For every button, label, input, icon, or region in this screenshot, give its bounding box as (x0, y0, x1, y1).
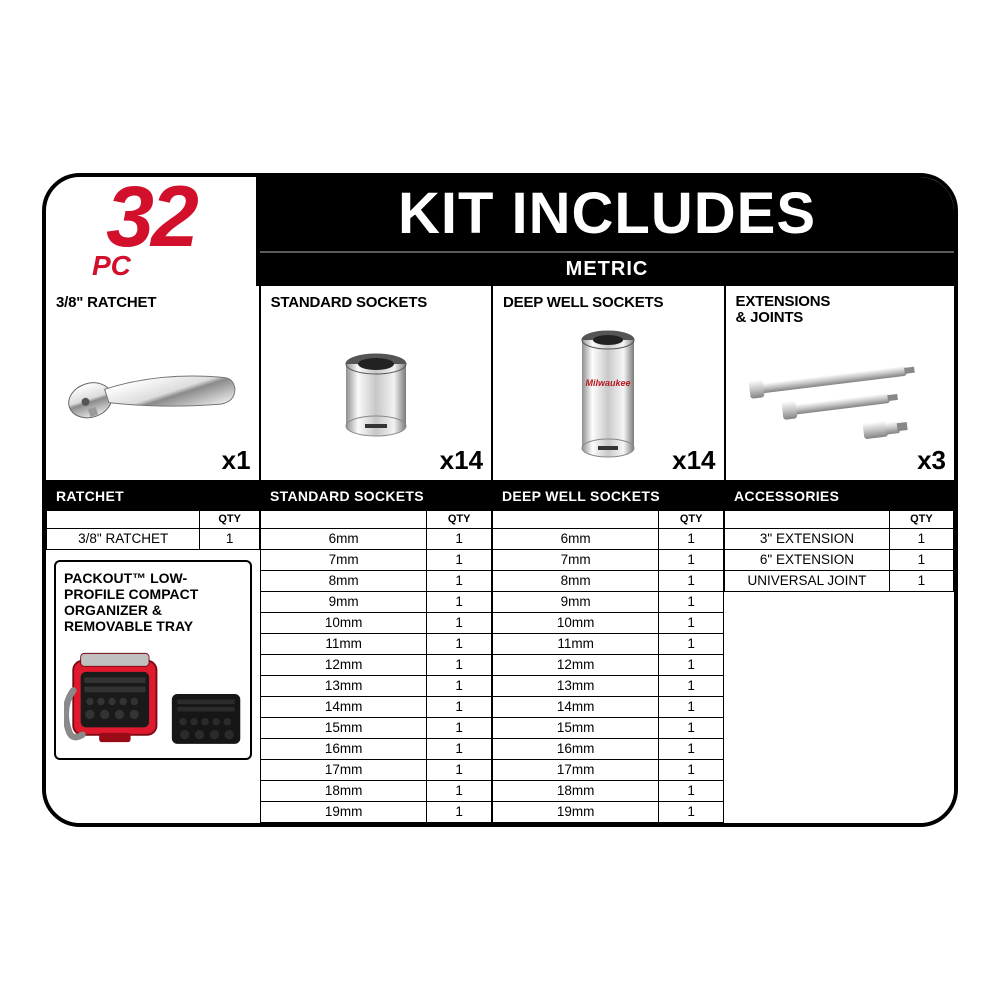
packout-title: PACKOUT™ LOW-PROFILE COMPACT ORGANIZER &… (64, 570, 242, 634)
socket-icon (331, 346, 421, 446)
table-row: 7mm1 (493, 549, 724, 570)
category-count: x3 (917, 445, 946, 476)
table-column-accessories: ACCESSORIES QTY 3" EXTENSION16" EXTENSIO… (724, 482, 954, 592)
table-row: 6mm1 (261, 528, 492, 549)
category-count: x14 (672, 445, 715, 476)
table-row: QTY (261, 510, 492, 528)
table-row: 10mm1 (261, 612, 492, 633)
table-row: 8mm1 (261, 570, 492, 591)
ratchet-icon (57, 331, 247, 461)
category-images-row: 3/8" RATCHET (46, 286, 954, 482)
table-row: 12mm1 (493, 654, 724, 675)
table-row: 9mm1 (493, 591, 724, 612)
table-row: 14mm1 (261, 696, 492, 717)
category-cell-extensions: EXTENSIONS & JOINTS (726, 286, 954, 482)
table-row: 18mm1 (261, 780, 492, 801)
table-column-ratchet: RATCHET QTY 3/8" RATCHET1 PACKOUT™ LOW-P… (46, 482, 260, 770)
table-column-standard: STANDARD SOCKETS QTY 6mm17mm18mm19mm110m… (260, 482, 492, 823)
tray-icon (170, 686, 242, 750)
table-row: 8mm1 (493, 570, 724, 591)
table-row: 13mm1 (493, 675, 724, 696)
table-row: QTY (47, 510, 260, 528)
table-header: STANDARD SOCKETS (260, 482, 492, 510)
table-row: QTY (725, 510, 954, 528)
standard-table: QTY 6mm17mm18mm19mm110mm111mm112mm113mm1… (260, 510, 492, 823)
title-box: KIT INCLUDES METRIC (260, 177, 954, 286)
table-row: 12mm1 (261, 654, 492, 675)
table-header: RATCHET (46, 482, 260, 510)
table-row: 15mm1 (493, 717, 724, 738)
deep-socket-icon: Milwaukee (568, 326, 648, 466)
table-row: 11mm1 (493, 633, 724, 654)
category-cell-standard: STANDARD SOCKETS (261, 286, 493, 482)
table-row: 14mm1 (493, 696, 724, 717)
table-row: 18mm1 (493, 780, 724, 801)
piece-count-box: 32 PC (46, 177, 260, 286)
svg-text:Milwaukee: Milwaukee (586, 378, 631, 388)
table-row: 7mm1 (261, 549, 492, 570)
category-label: EXTENSIONS & JOINTS (726, 286, 954, 328)
main-title: KIT INCLUDES (260, 177, 954, 251)
table-row: QTY (493, 510, 724, 528)
kit-card: 32 PC KIT INCLUDES METRIC 3/8" RATCHET (42, 173, 958, 827)
table-header: ACCESSORIES (724, 482, 954, 510)
table-row: 16mm1 (261, 738, 492, 759)
table-row: 17mm1 (261, 759, 492, 780)
packout-box: PACKOUT™ LOW-PROFILE COMPACT ORGANIZER &… (54, 560, 252, 760)
accessories-table: QTY 3" EXTENSION16" EXTENSION1UNIVERSAL … (724, 510, 954, 592)
organizer-icon (64, 640, 164, 750)
table-row: 19mm1 (261, 801, 492, 822)
table-row: 16mm1 (493, 738, 724, 759)
table-row: 6" EXTENSION1 (725, 549, 954, 570)
deep-table: QTY 6mm17mm18mm19mm110mm111mm112mm113mm1… (492, 510, 724, 823)
header-row: 32 PC KIT INCLUDES METRIC (46, 177, 954, 286)
table-row: 3/8" RATCHET1 (47, 528, 260, 549)
tables-row: RATCHET QTY 3/8" RATCHET1 PACKOUT™ LOW-P… (46, 482, 954, 823)
table-row: 6mm1 (493, 528, 724, 549)
table-row: 15mm1 (261, 717, 492, 738)
ratchet-table: QTY 3/8" RATCHET1 (46, 510, 260, 550)
table-row: 19mm1 (493, 801, 724, 822)
category-count: x14 (440, 445, 483, 476)
category-cell-ratchet: 3/8" RATCHET (46, 286, 261, 482)
extensions-icon (740, 344, 940, 464)
category-cell-deep: DEEP WELL SOCKETS Milwauke (493, 286, 725, 482)
table-header: DEEP WELL SOCKETS (492, 482, 724, 510)
table-row: 10mm1 (493, 612, 724, 633)
table-column-deep: DEEP WELL SOCKETS QTY 6mm17mm18mm19mm110… (492, 482, 724, 823)
table-row: UNIVERSAL JOINT1 (725, 570, 954, 591)
table-row: 13mm1 (261, 675, 492, 696)
packout-images (64, 640, 242, 750)
table-row: 11mm1 (261, 633, 492, 654)
table-row: 3" EXTENSION1 (725, 528, 954, 549)
piece-count: 32 (106, 183, 196, 252)
piece-unit: PC (92, 250, 131, 282)
table-row: 9mm1 (261, 591, 492, 612)
category-label: DEEP WELL SOCKETS (493, 286, 723, 313)
system-label: METRIC (260, 251, 954, 286)
category-label: STANDARD SOCKETS (261, 286, 491, 313)
category-label: 3/8" RATCHET (46, 286, 259, 313)
category-count: x1 (222, 445, 251, 476)
table-row: 17mm1 (493, 759, 724, 780)
